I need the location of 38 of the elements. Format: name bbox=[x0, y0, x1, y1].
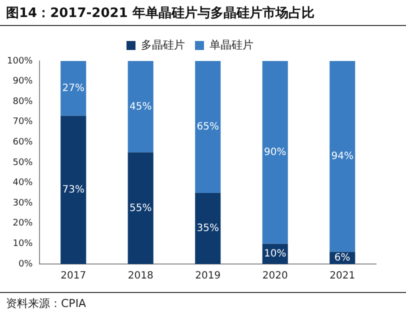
bar bbox=[330, 61, 356, 252]
x-tick-label: 2021 bbox=[330, 270, 356, 282]
data-label: 73% bbox=[62, 184, 84, 196]
data-label: 45% bbox=[129, 101, 152, 112]
data-label: 6% bbox=[334, 252, 350, 264]
y-tick-label: 50% bbox=[12, 158, 34, 168]
x-tick-label: 2017 bbox=[60, 270, 86, 282]
y-tick-label: 10% bbox=[12, 239, 34, 250]
bar bbox=[128, 152, 154, 264]
data-label: 94% bbox=[331, 151, 354, 162]
y-tick-label: 60% bbox=[12, 138, 34, 148]
y-tick-label: 0% bbox=[18, 259, 34, 270]
x-tick-label: 2018 bbox=[128, 270, 154, 282]
data-label: 27% bbox=[62, 83, 84, 94]
x-tick-label: 2020 bbox=[262, 270, 288, 282]
y-tick-label: 80% bbox=[12, 96, 34, 107]
bar bbox=[128, 61, 154, 152]
y-tick-label: 20% bbox=[12, 218, 34, 229]
bar bbox=[60, 116, 86, 264]
y-tick-label: 70% bbox=[12, 117, 34, 128]
x-tick-label: 2019 bbox=[195, 270, 221, 282]
chart-title: 图14：2017-2021 年单晶硅片与多晶硅片市场占比 bbox=[0, 0, 406, 26]
data-label: 90% bbox=[264, 146, 286, 158]
data-label: 10% bbox=[264, 248, 286, 260]
data-label: 65% bbox=[196, 122, 219, 133]
bar bbox=[60, 61, 86, 116]
legend-label: 多晶硅片 bbox=[141, 38, 185, 52]
y-tick-label: 100% bbox=[6, 56, 34, 66]
y-tick-label: 90% bbox=[12, 76, 34, 87]
bar bbox=[262, 61, 288, 244]
y-tick-label: 30% bbox=[12, 198, 34, 208]
data-label: 55% bbox=[129, 202, 152, 214]
bar bbox=[195, 192, 221, 264]
y-tick-label: 40% bbox=[12, 178, 34, 188]
legend-label: 单晶硅片 bbox=[210, 38, 254, 52]
bar bbox=[195, 61, 221, 193]
text: 资料来源：CPIA bbox=[6, 296, 88, 311]
data-label: 35% bbox=[196, 223, 219, 234]
